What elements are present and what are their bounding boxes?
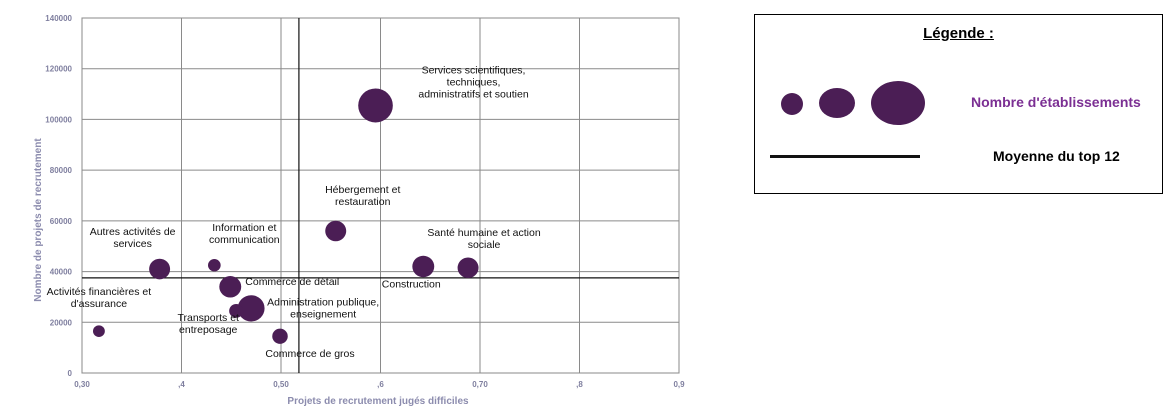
y-tick-label: 20000 (50, 318, 73, 327)
x-tick-label: ,4 (178, 380, 185, 389)
x-tick-label: ,8 (576, 380, 583, 389)
y-tick-label: 120000 (45, 65, 72, 74)
bubble (325, 220, 347, 242)
bubble-label: Services scientifiques, techniques, admini… (418, 64, 528, 100)
legend: Légende : Nombre d'établissements Moyenn… (754, 14, 1163, 194)
bubble-label: Santé humaine et action sociale (427, 227, 540, 251)
bubble-label: Information et communication (209, 222, 280, 246)
bubble (457, 257, 479, 279)
bubble (92, 325, 105, 337)
x-tick-label: 0,9 (673, 380, 685, 389)
legend-bubble-medium (819, 88, 855, 118)
bubble-label: Autres activités de services (90, 226, 176, 250)
bubble-label: Construction (382, 279, 441, 291)
legend-bubble-label: Nombre d'établissements (971, 94, 1141, 110)
y-tick-label: 40000 (50, 268, 73, 277)
bubbles (92, 88, 479, 344)
bubble-labels: Services scientifiques, techniques, admini… (47, 64, 541, 360)
bubble (219, 276, 242, 298)
legend-bubble-small (781, 93, 803, 115)
y-tick-label: 100000 (45, 115, 72, 124)
x-tick-label: 0,30 (74, 380, 90, 389)
x-tick-label: 0,50 (273, 380, 289, 389)
bubble-label: Hébergement et restauration (325, 184, 400, 208)
bubble-label: Activités financières et d'assurance (47, 286, 152, 310)
y-tick-label: 140000 (45, 14, 72, 23)
bubble (208, 259, 221, 272)
bubble (149, 258, 171, 280)
bubble-label: Commerce de gros (265, 348, 354, 360)
bubble-label: Commerce de détail (245, 276, 339, 288)
y-tick-label: 0 (68, 369, 73, 378)
x-tick-label: 0,70 (472, 380, 488, 389)
bubble-label: Administration publique, enseignement (267, 296, 379, 320)
bubble-label: Transports et entreposage (177, 312, 239, 336)
bubble (229, 303, 244, 318)
legend-bubble-large (871, 81, 925, 125)
x-tick-label: ,6 (377, 380, 384, 389)
mean-lines (82, 18, 679, 373)
x-axis-title: Projets de recrutement jugés difficiles (287, 396, 469, 407)
bubble-chart: Services scientifiques, techniques, admini… (33, 14, 685, 407)
tick-labels: 0 20000 40000 60000 80000 100000 120000 140000 0… (45, 14, 685, 389)
bubble (412, 255, 435, 278)
bubble (237, 295, 265, 322)
legend-mean-label: Moyenne du top 12 (993, 148, 1120, 164)
legend-title: Légende : (923, 25, 994, 42)
y-axis-title: Nombre de projets de recrutement (33, 138, 44, 302)
y-tick-label: 80000 (50, 166, 73, 175)
y-tick-label: 60000 (50, 217, 73, 226)
legend-mean-line (770, 155, 920, 158)
bubble (358, 88, 393, 123)
bubble (272, 328, 288, 344)
